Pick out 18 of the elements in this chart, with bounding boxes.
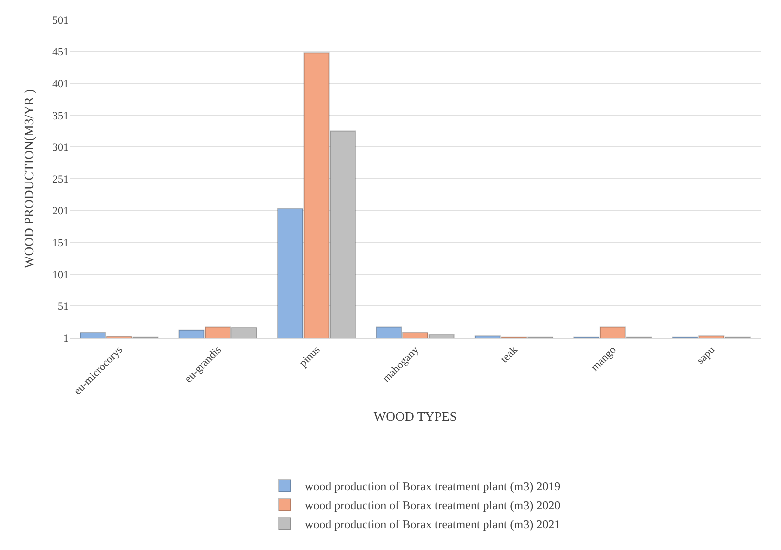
y-tick-label: 1 <box>64 332 69 345</box>
y-tick-label: 301 <box>52 142 69 154</box>
legend-label: wood production of Borax treatment plant (m3) 2019 <box>305 480 561 494</box>
y-tick-label: 401 <box>52 78 69 90</box>
y-tick-label: 351 <box>52 110 69 122</box>
y-axis-title: WOOD PRODUCTION(M3/YR ) <box>21 89 36 269</box>
y-tick-label: 51 <box>58 301 69 314</box>
y-tick-label: 101 <box>52 269 69 282</box>
legend-label: wood production of Borax treatment plant (m3) 2020 <box>305 498 561 513</box>
y-tick-label: 201 <box>52 206 69 218</box>
x-tick-label: teak <box>498 344 521 366</box>
x-tick-label: sapu <box>694 344 718 367</box>
y-tick-label: 501 <box>52 14 69 27</box>
x-axis-title: WOOD TYPES <box>374 409 458 424</box>
legend-label: wood production of Borax treatment plant (m3) 2021 <box>305 518 561 532</box>
y-tick-label: 451 <box>52 46 69 59</box>
y-tick-label: 151 <box>52 237 69 250</box>
y-tick-label: 251 <box>52 174 69 186</box>
